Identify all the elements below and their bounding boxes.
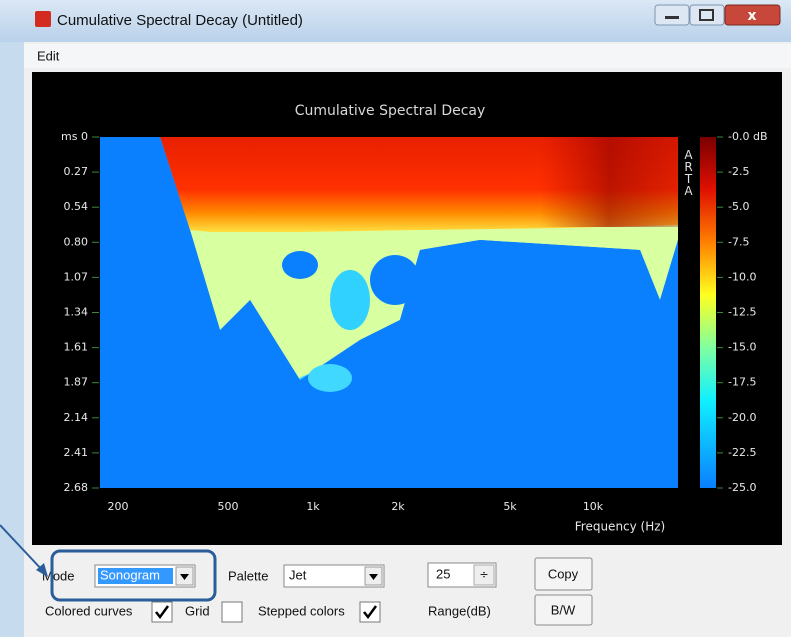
x-tick-label: 2k [391,500,405,513]
y-tick-label: 0.54 [64,200,89,213]
heatmap-region [282,251,318,279]
x-tick-label: 1k [306,500,320,513]
heatmap-region [100,137,260,488]
checkbox[interactable] [221,601,243,623]
plot-title: Cumulative Spectral Decay [295,103,486,119]
annotation-box [50,549,217,602]
heatmap-region [370,255,420,305]
heatmap-region [330,270,370,330]
check-mark [363,605,378,620]
y-tick-label: 1.87 [64,376,89,389]
palette-select[interactable] [283,564,385,588]
dropdown-arrow [369,574,378,580]
x-tick-label: 200 [108,500,129,513]
close-button[interactable] [724,4,781,26]
maximize-button[interactable] [689,4,725,26]
app-icon [35,11,51,27]
mode-label: Mode [42,568,75,583]
checkbox-label: Stepped colors [258,603,345,618]
watermark: ARTA [682,148,696,196]
minimize-icon [665,16,679,19]
y-tick-label: 1.07 [64,270,89,283]
colorbar-tick-label: -22.5 [728,446,756,459]
colorbar-tick-label: -25.0 [728,481,756,494]
y-tick-label: 0.27 [64,165,89,178]
colorbar-tick-label: -2.5 [728,165,749,178]
y-tick-label: ms 0 [61,130,88,143]
colorbar-tick-label: -20.0 [728,411,756,424]
colorbar-tick-label: -7.5 [728,235,749,248]
colorbar-tick-label: -12.5 [728,306,756,319]
menu-item[interactable]: Edit [37,48,60,63]
spin-icon: ÷ [479,568,488,581]
y-tick-label: 1.61 [64,341,89,354]
minimize-button[interactable] [654,4,690,26]
heatmap-region [540,137,678,227]
range-value: 25 [436,566,450,581]
copy-button-label: Copy [548,566,579,581]
y-tick-label: 2.41 [64,446,89,459]
dropdown-arrow [180,574,189,580]
check-mark [155,605,170,620]
x-axis-label: Frequency (Hz) [575,520,666,534]
close-icon: x [747,8,756,24]
mode-value: Sonogram [100,567,160,582]
window-title: Cumulative Spectral Decay (Untitled) [57,12,303,29]
x-tick-label: 500 [218,500,239,513]
checkbox[interactable] [151,601,173,623]
checkbox[interactable] [359,601,381,623]
y-tick-label: 2.14 [64,411,89,424]
copy-button[interactable] [534,557,593,591]
checkbox-label: Grid [185,603,210,618]
colorbar-tick-label: -15.0 [728,341,756,354]
menu-bar [24,44,791,68]
y-tick-label: 0.80 [64,235,89,248]
controls: Mode Sonogram Palette Jet 25 ÷ Range(dB)… [42,557,593,626]
colorbar-tick-label: -0.0 dB [728,130,768,143]
y-tick-label: 2.68 [64,481,89,494]
heatmap [100,137,678,488]
palette-label: Palette [228,568,268,583]
bw-button-label: B/W [551,602,576,617]
range-label: Range(dB) [428,603,491,618]
colorbar-tick-label: -5.0 [728,200,749,213]
x-tick-label: 5k [503,500,517,513]
bw-button[interactable] [534,594,593,626]
annotation-arrow [0,524,45,573]
checkbox-label: Colored curves [45,603,133,618]
maximize-icon [699,9,714,21]
selection-highlight [98,568,173,584]
palette-value: Jet [289,567,307,582]
colorbar-tick-label: -10.0 [728,270,756,283]
x-tick-label: 10k [583,500,604,513]
heatmap-region [250,240,678,488]
y-tick-label: 1.34 [64,306,89,319]
colorbar [700,137,716,488]
annotation-arrowhead [36,563,48,577]
spin-buttons[interactable] [473,564,495,586]
colorbar-tick-label: -17.5 [728,376,756,389]
heatmap-region [308,364,352,392]
